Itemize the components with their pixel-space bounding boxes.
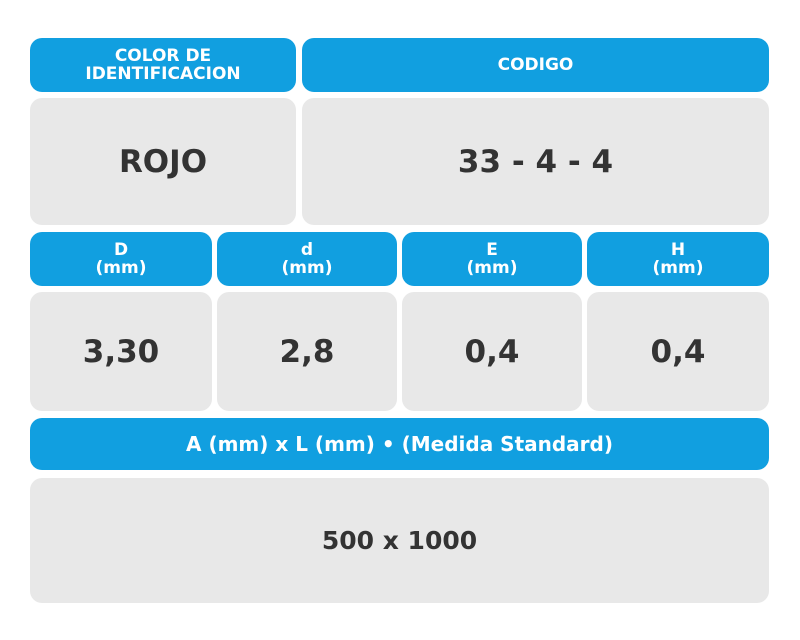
header-text: E (486, 240, 498, 260)
header-text: IDENTIFICACION (85, 64, 241, 84)
header-cell: d (mm) (217, 232, 397, 286)
value-text: ROJO (118, 143, 208, 180)
value-text: 500 x 1000 (321, 526, 478, 555)
header-text: COLOR DE (114, 46, 212, 66)
value-cell: 2,8 (217, 292, 397, 411)
header-text: CODIGO (497, 55, 574, 75)
header-text: (mm) (95, 258, 147, 278)
value-cell: 33 - 4 - 4 (302, 98, 769, 225)
value-text: 0,4 (464, 333, 520, 370)
header-text: D (113, 240, 129, 260)
value-cell: 0,4 (402, 292, 582, 411)
header-cell: A (mm) x L (mm) • (Medida Standard) (30, 418, 769, 470)
value-cell: 0,4 (587, 292, 769, 411)
header-cell: E (mm) (402, 232, 582, 286)
header-text: H (670, 240, 686, 260)
header-text: (mm) (652, 258, 704, 278)
header-cell: COLOR DE IDENTIFICACION (30, 38, 296, 92)
header-text: A (mm) x L (mm) • (Medida Standard) (186, 432, 613, 456)
value-text: 3,30 (82, 333, 160, 370)
value-cell: 3,30 (30, 292, 212, 411)
header-text: (mm) (281, 258, 333, 278)
value-text: 33 - 4 - 4 (457, 143, 614, 180)
value-text: 2,8 (279, 333, 335, 370)
value-cell: ROJO (30, 98, 296, 225)
header-cell: CODIGO (302, 38, 769, 92)
header-cell: H (mm) (587, 232, 769, 286)
value-cell: 500 x 1000 (30, 478, 769, 603)
header-text: d (300, 240, 314, 260)
header-cell: D (mm) (30, 232, 212, 286)
header-text: (mm) (466, 258, 518, 278)
value-text: 0,4 (650, 333, 706, 370)
